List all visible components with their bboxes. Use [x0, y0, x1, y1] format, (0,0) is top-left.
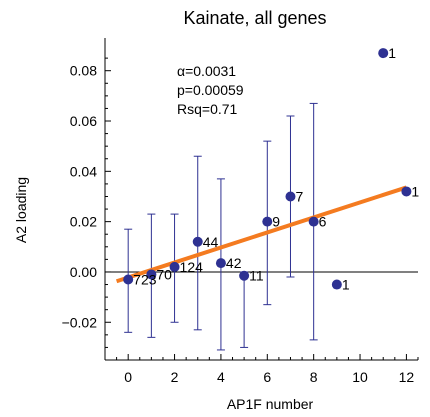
data-point: [378, 48, 389, 59]
x-tick-label: 4: [217, 369, 225, 385]
y-tick-label: 0.02: [70, 214, 97, 230]
point-count-label: 42: [226, 255, 242, 271]
axes: −0.02 0.00 0.02 0.04 0.06 0.08 0 2 4 6 8 10 12: [62, 38, 419, 385]
x-tick-label: 0: [124, 369, 132, 385]
annotation-p-value: p=0.00059: [177, 82, 244, 98]
point-count-label: 9: [272, 214, 280, 230]
x-tick-label: 10: [352, 369, 368, 385]
point-count-label: 11: [249, 268, 264, 284]
point-count-label: 70: [156, 266, 172, 282]
point-count-label: 124: [180, 259, 204, 275]
x-axis-title: AP1F number: [227, 396, 314, 412]
stats-annotation: α=0.0031 p=0.00059 Rsq=0.71: [177, 63, 244, 117]
data-point: [146, 269, 157, 280]
y-tick-label: 0.04: [70, 163, 97, 179]
point-count-label: 1: [342, 277, 350, 293]
data-point: [401, 186, 412, 197]
x-tick-label: 6: [263, 369, 271, 385]
fit-line: [115, 185, 408, 284]
point-count-label: 1: [388, 45, 396, 61]
data-point: [285, 191, 296, 202]
data-point: [123, 274, 134, 285]
data-point: [308, 216, 319, 227]
data-point: [262, 216, 273, 227]
point-count-label: 1: [411, 183, 419, 199]
annotation-rsq: Rsq=0.71: [177, 101, 238, 117]
y-axis-title: A2 loading: [13, 177, 29, 243]
x-tick-label: 8: [310, 369, 318, 385]
data-point: [215, 258, 226, 269]
fit-line-group: [115, 185, 408, 284]
data-point: [239, 270, 250, 281]
point-count-label: 44: [203, 234, 219, 250]
x-tick-label: 2: [171, 369, 179, 385]
y-tick-label: 0.06: [70, 113, 97, 129]
y-tick-label: 0.08: [70, 63, 97, 79]
y-tick-label: 0.00: [70, 264, 97, 280]
annotation-alpha: α=0.0031: [177, 63, 236, 79]
chart-title: Kainate, all genes: [183, 8, 326, 28]
y-tick-label: −0.02: [62, 314, 98, 330]
data-point: [192, 236, 203, 247]
data-point: [169, 261, 180, 272]
point-count-label: 6: [319, 214, 327, 230]
point-count-label: 7: [295, 188, 303, 204]
x-tick-label: 12: [399, 369, 415, 385]
data-point: [331, 279, 342, 290]
data-points: [123, 48, 412, 290]
point-count-label: 723: [133, 272, 157, 288]
